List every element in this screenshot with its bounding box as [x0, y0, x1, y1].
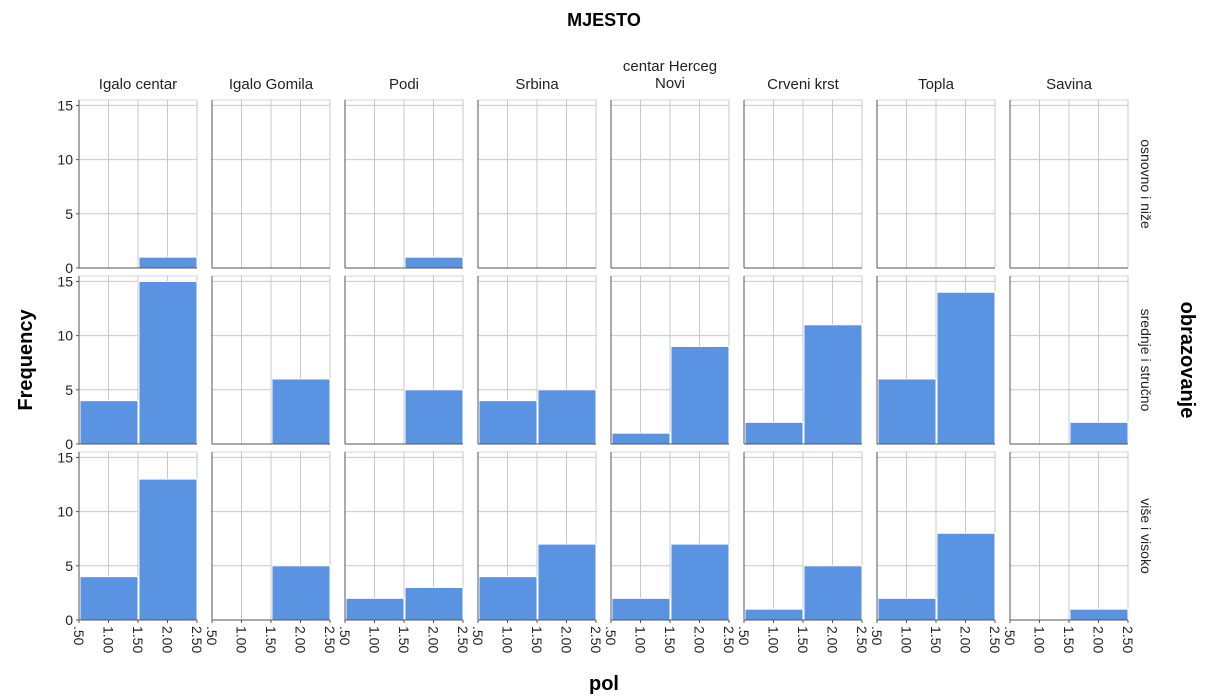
row-label: osnovno i niže [1138, 139, 1154, 229]
chart-title: MJESTO [567, 10, 641, 30]
x-tick-label: 1.00 [101, 626, 117, 653]
histogram-bar [877, 378, 937, 445]
x-tick-label: 1.50 [130, 626, 146, 653]
histogram-bar [271, 378, 331, 445]
histogram-bar [404, 389, 464, 445]
histogram-bar [404, 586, 464, 621]
x-tick-label: .50 [1002, 626, 1018, 646]
histogram-bar [611, 597, 671, 621]
x-tick-label: 2.00 [160, 626, 176, 653]
histogram-bar [670, 345, 730, 445]
y-tick-label: 10 [57, 152, 73, 168]
x-tick-label: 2.50 [987, 626, 1003, 653]
x-tick-label: 2.00 [958, 626, 974, 653]
y-tick-label: 10 [57, 504, 73, 520]
x-tick-label: 2.50 [189, 626, 205, 653]
y-tick-label: 15 [57, 97, 73, 113]
y-axis-label: Frequency [15, 309, 37, 411]
x-tick-label: .50 [71, 626, 87, 646]
x-tick-label: 2.00 [825, 626, 841, 653]
row-label: srednje i stručno [1138, 309, 1154, 412]
x-tick-label: .50 [869, 626, 885, 646]
y-tick-label: 15 [57, 449, 73, 465]
column-label: Crveni krst [767, 76, 840, 93]
y-tick-label: 0 [65, 436, 73, 452]
column-label: Podi [389, 76, 419, 93]
x-tick-label: 2.50 [721, 626, 737, 653]
histogram-bar [803, 565, 863, 621]
x-tick-label: 1.50 [263, 626, 279, 653]
y-tick-label: 5 [65, 382, 73, 398]
histogram-bar [670, 543, 730, 621]
x-tick-label: .50 [603, 626, 619, 646]
x-tick-label: 1.00 [367, 626, 383, 653]
x-tick-label: 1.50 [529, 626, 545, 653]
x-tick-label: 1.00 [766, 626, 782, 653]
x-tick-label: .50 [736, 626, 752, 646]
x-tick-label: 1.50 [928, 626, 944, 653]
histogram-bar [744, 421, 804, 445]
x-tick-label: 1.50 [795, 626, 811, 653]
x-tick-label: 1.00 [1032, 626, 1048, 653]
y-tick-label: 5 [65, 558, 73, 574]
histogram-bar [138, 478, 198, 621]
histogram-bar [936, 532, 996, 621]
histogram-bar [744, 608, 804, 621]
histogram-bar [138, 280, 198, 445]
histogram-bar [877, 597, 937, 621]
x-tick-label: .50 [470, 626, 486, 646]
histogram-bar [79, 576, 139, 621]
row-variable-label: obrazovanje [1176, 302, 1198, 419]
histogram-bar [537, 389, 597, 445]
row-label: više i visoko [1138, 498, 1154, 574]
x-tick-label: 2.50 [854, 626, 870, 653]
histogram-bar [1069, 608, 1129, 621]
histogram-bar [803, 324, 863, 445]
x-tick-label: 2.50 [322, 626, 338, 653]
x-tick-label: 2.00 [692, 626, 708, 653]
x-tick-label: 1.50 [1061, 626, 1077, 653]
x-tick-label: 2.50 [1120, 626, 1136, 653]
panel-grid: 0 5 10 15 osnovno i niže 0 5 10 15 srednje i stru… [57, 58, 1154, 653]
x-tick-label: 1.00 [500, 626, 516, 653]
x-tick-label: .50 [204, 626, 220, 646]
y-tick-label: 5 [65, 206, 73, 222]
column-label: Topla [918, 76, 955, 93]
x-tick-label: 1.50 [662, 626, 678, 653]
x-tick-label: 1.50 [396, 626, 412, 653]
column-label: Igalo Gomila [229, 76, 314, 93]
x-tick-label: 2.00 [293, 626, 309, 653]
histogram-bar [1069, 421, 1129, 445]
column-label: centar Herceg Novi [623, 58, 717, 92]
histogram-bar [537, 543, 597, 621]
histogram-bar [345, 597, 405, 621]
x-tick-label: 2.00 [1091, 626, 1107, 653]
histogram-bar [138, 256, 198, 269]
x-tick-label: 2.00 [426, 626, 442, 653]
histogram-bar [404, 256, 464, 269]
x-tick-label: 2.00 [559, 626, 575, 653]
column-label: Srbina [515, 76, 559, 93]
x-tick-label: 1.00 [633, 626, 649, 653]
x-tick-label: 1.00 [234, 626, 250, 653]
y-tick-label: 0 [65, 260, 73, 276]
x-tick-label: 2.50 [455, 626, 471, 653]
histogram-bar [936, 291, 996, 445]
x-tick-label: 1.00 [899, 626, 915, 653]
column-label: Savina [1046, 76, 1093, 93]
x-tick-label: 2.50 [588, 626, 604, 653]
histogram-bar [611, 432, 671, 445]
histogram-bar [478, 576, 538, 621]
x-axis-label: pol [589, 673, 619, 695]
histogram-bar [79, 400, 139, 445]
y-tick-label: 0 [65, 612, 73, 628]
x-tick-label: .50 [337, 626, 353, 646]
histogram-bar [271, 565, 331, 621]
histogram-bar [478, 400, 538, 445]
y-tick-label: 15 [57, 273, 73, 289]
column-label: Igalo centar [99, 76, 177, 93]
y-tick-label: 10 [57, 328, 73, 344]
